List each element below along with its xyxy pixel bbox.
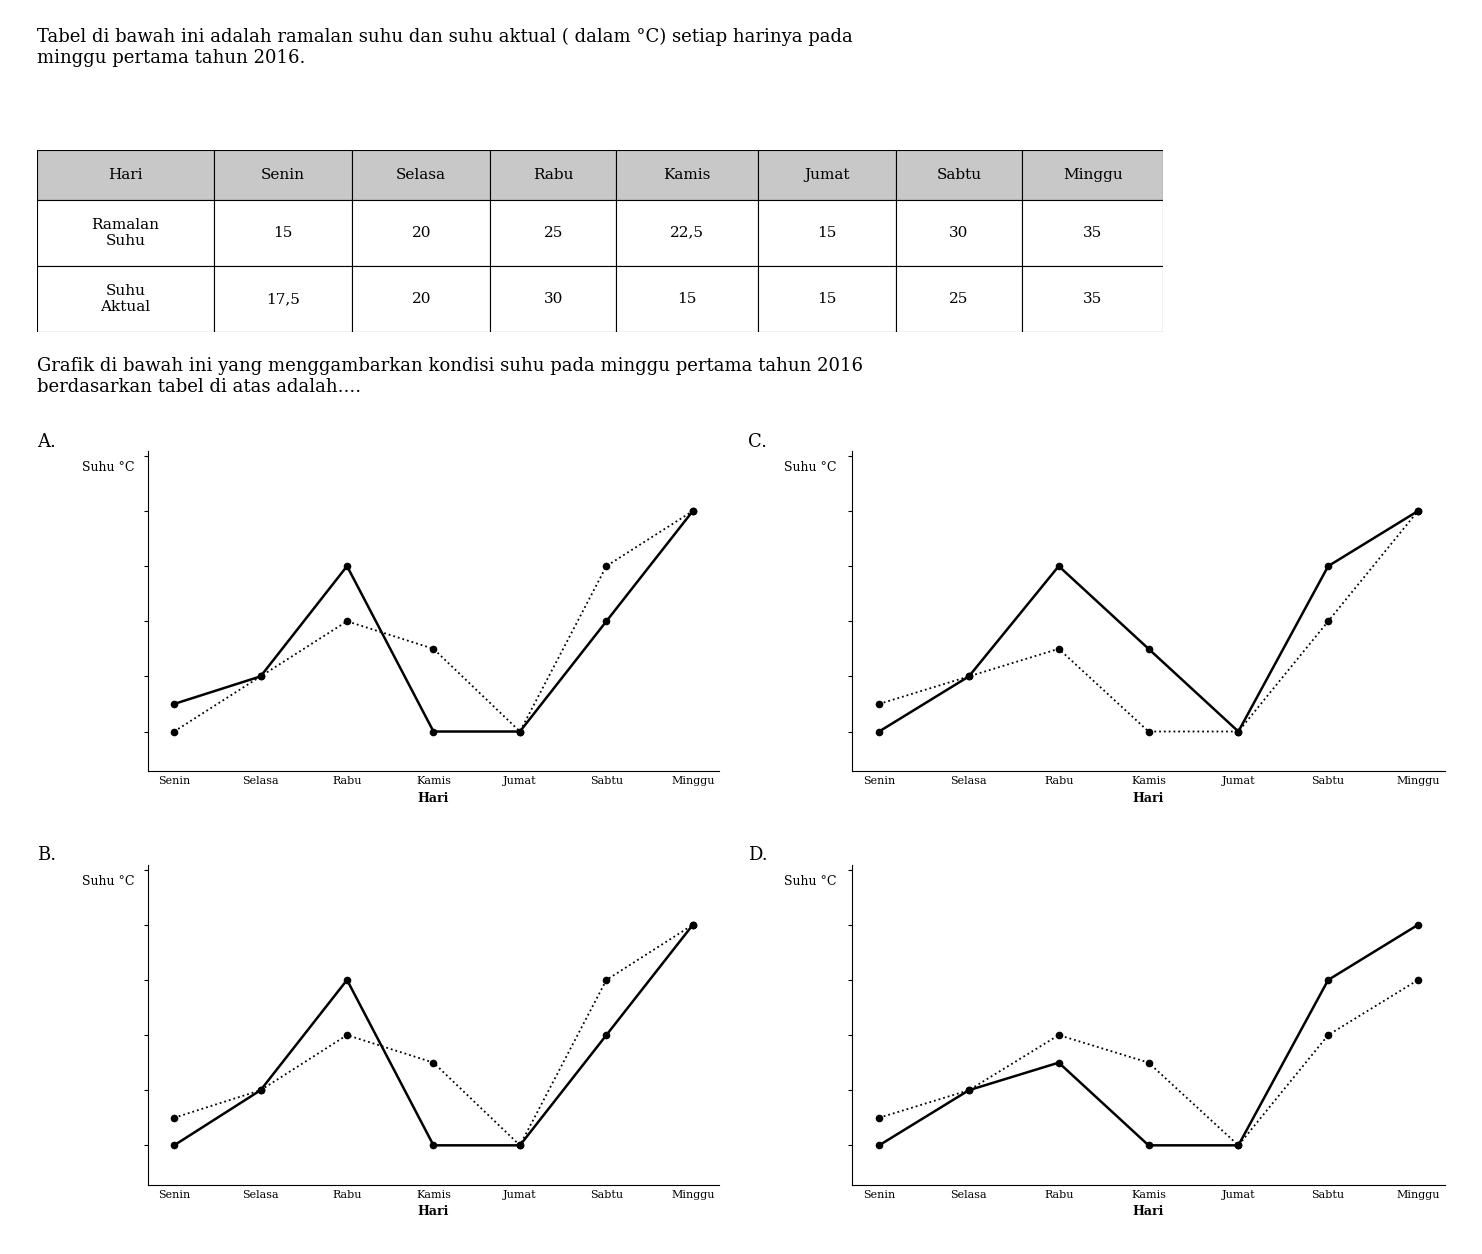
Legend: ramalan cuaca, suhu aktual: ramalan cuaca, suhu aktual [1027, 925, 1270, 944]
Y-axis label: Suhu °C: Suhu °C [784, 460, 837, 474]
Text: 15: 15 [677, 292, 697, 306]
Text: 30: 30 [544, 292, 563, 306]
Text: 15: 15 [817, 226, 836, 240]
Text: 35: 35 [1083, 292, 1103, 306]
Text: Hari: Hari [108, 168, 142, 182]
Text: 30: 30 [950, 226, 969, 240]
Bar [1023, 266, 1163, 332]
Text: C.: C. [748, 433, 768, 450]
Bar [213, 266, 353, 332]
Text: 22,5: 22,5 [670, 226, 704, 240]
Y-axis label: Suhu °C: Suhu °C [82, 874, 135, 888]
Legend: ramalan cuaca, suhu aktual: ramalan cuaca, suhu aktual [313, 925, 554, 944]
Text: 15: 15 [817, 292, 836, 306]
Text: 25: 25 [950, 292, 969, 306]
Bar [353, 266, 491, 332]
Text: Grafik di bawah ini yang menggambarkan kondisi suhu pada minggu pertama tahun 20: Grafik di bawah ini yang menggambarkan k… [37, 357, 863, 396]
Bar [1023, 150, 1163, 199]
Bar [37, 266, 213, 332]
X-axis label: Hari: Hari [418, 791, 449, 805]
Bar [37, 199, 213, 266]
X-axis label: Hari: Hari [1132, 1205, 1165, 1219]
Text: D.: D. [748, 846, 768, 864]
Bar [757, 266, 897, 332]
Bar [491, 266, 617, 332]
Bar [213, 199, 353, 266]
Text: Suhu
Aktual: Suhu Aktual [101, 283, 151, 315]
X-axis label: Hari: Hari [418, 1205, 449, 1219]
Bar [353, 199, 491, 266]
Bar [491, 199, 617, 266]
Bar [897, 150, 1023, 199]
Bar [1023, 199, 1163, 266]
Text: 15: 15 [273, 226, 292, 240]
Text: 20: 20 [412, 226, 431, 240]
Bar [617, 150, 757, 199]
X-axis label: Hari: Hari [1132, 791, 1165, 805]
Text: B.: B. [37, 846, 56, 864]
Bar [213, 150, 353, 199]
Text: 35: 35 [1083, 226, 1103, 240]
Bar [897, 199, 1023, 266]
Bar [353, 150, 491, 199]
Text: Selasa: Selasa [396, 168, 446, 182]
Text: Jumat: Jumat [805, 168, 849, 182]
Bar [617, 266, 757, 332]
Text: Ramalan
Suhu: Ramalan Suhu [92, 218, 160, 248]
Y-axis label: Suhu °C: Suhu °C [82, 460, 135, 474]
Y-axis label: Suhu °C: Suhu °C [784, 874, 837, 888]
Text: Senin: Senin [261, 168, 305, 182]
Text: 20: 20 [412, 292, 431, 306]
Text: Rabu: Rabu [534, 168, 574, 182]
Bar [37, 150, 213, 199]
Text: 25: 25 [544, 226, 563, 240]
Text: Sabtu: Sabtu [937, 168, 981, 182]
Text: Tabel di bawah ini adalah ramalan suhu dan suhu aktual ( dalam °C) setiap hariny: Tabel di bawah ini adalah ramalan suhu d… [37, 28, 852, 66]
Bar [617, 199, 757, 266]
Bar [757, 199, 897, 266]
Bar [897, 266, 1023, 332]
Bar [491, 150, 617, 199]
Text: Kamis: Kamis [664, 168, 711, 182]
Bar [757, 150, 897, 199]
Text: Minggu: Minggu [1063, 168, 1122, 182]
Text: 17,5: 17,5 [265, 292, 299, 306]
Text: A.: A. [37, 433, 56, 450]
